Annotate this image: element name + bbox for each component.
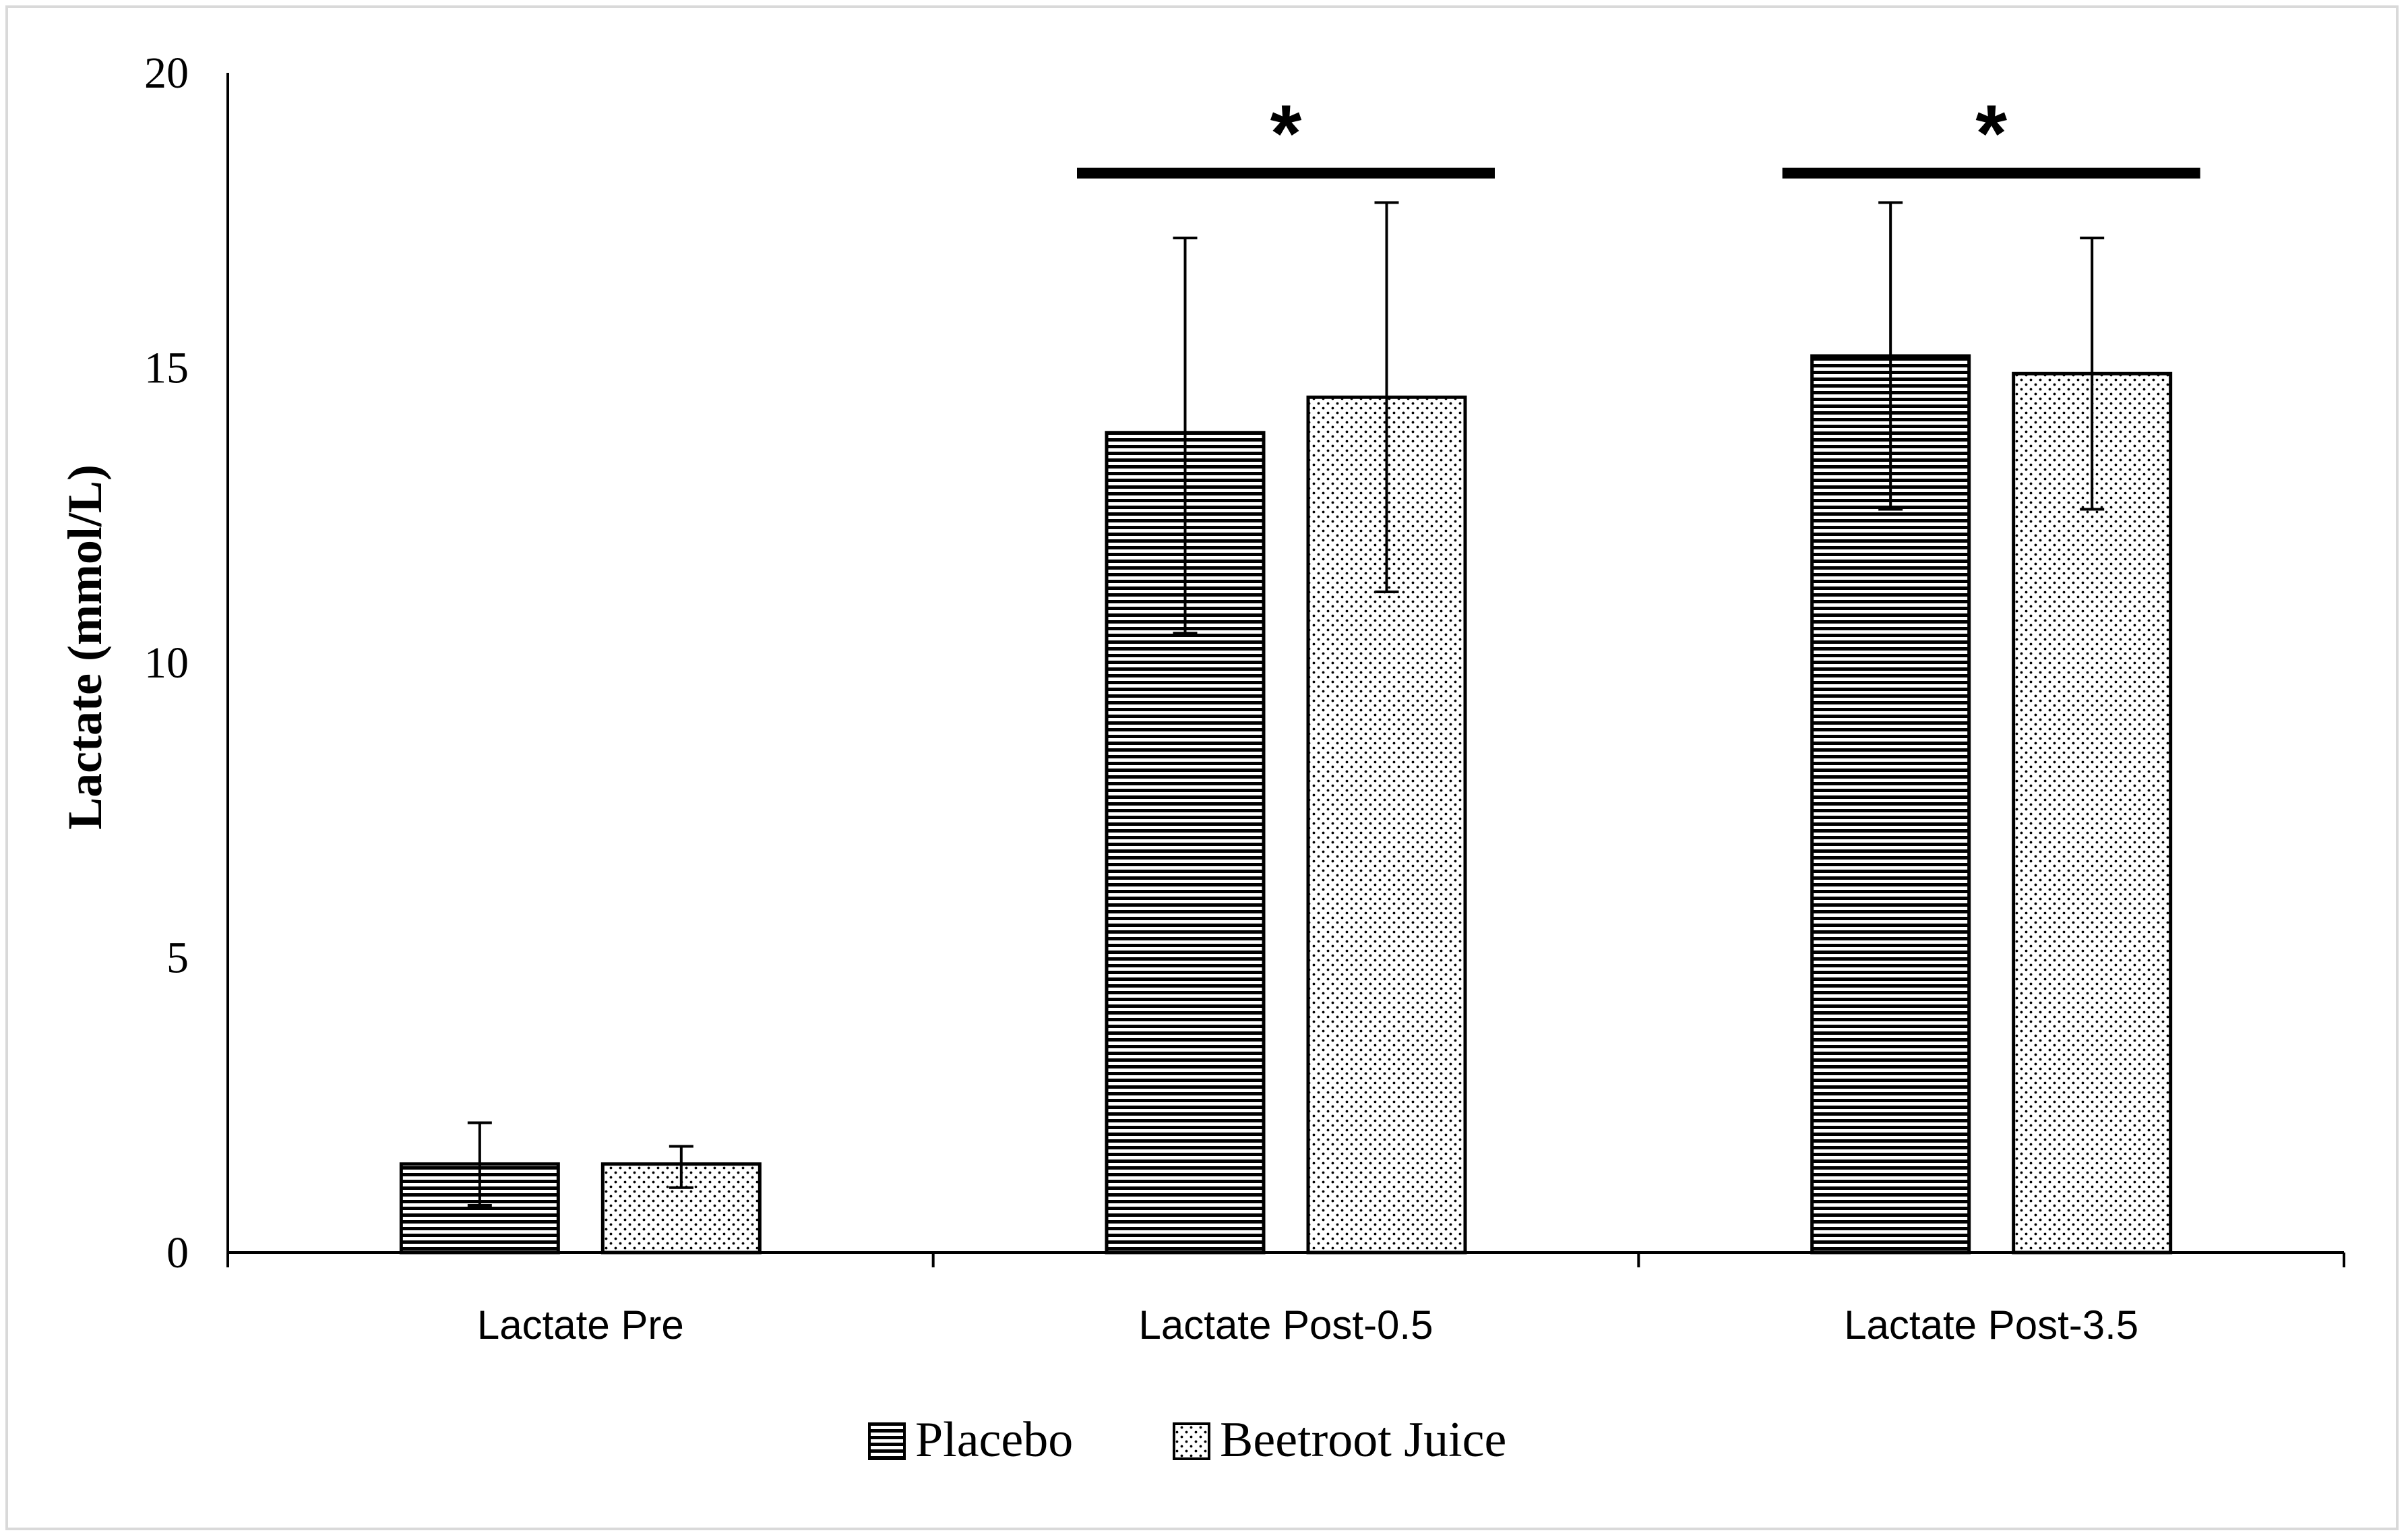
- y-axis: 0 5 10 15 20: [144, 49, 229, 1277]
- bars: [399, 354, 2173, 1255]
- category-label-1: Lactate Post-0.5: [1139, 1302, 1433, 1348]
- x-axis: Lactate Pre Lactate Post-0.5 Lactate Post-…: [226, 1251, 2345, 1348]
- bar-series1-cat2: [2012, 371, 2173, 1255]
- y-tick-label-3: 15: [144, 344, 189, 393]
- significance-markers: * *: [1077, 88, 2200, 179]
- legend-label-placebo: Placebo: [915, 1412, 1073, 1468]
- legend: Placebo Beetroot Juice: [868, 1412, 1506, 1468]
- legend-label-beetroot: Beetroot Juice: [1220, 1412, 1506, 1468]
- y-tick-label-1: 5: [166, 934, 189, 983]
- legend-swatch-beetroot: [1173, 1422, 1210, 1460]
- y-tick-label-4: 20: [144, 49, 189, 98]
- category-label-2: Lactate Post-3.5: [1844, 1302, 2138, 1348]
- error-bars: [467, 201, 2105, 1207]
- legend-swatch-placebo: [868, 1422, 906, 1460]
- significance-star-0: *: [1270, 88, 1302, 179]
- category-label-0: Lactate Pre: [477, 1302, 684, 1348]
- y-tick-label-2: 10: [144, 638, 189, 688]
- y-tick-label-0: 0: [166, 1228, 189, 1277]
- y-axis-label: Lactate (mmol/L): [58, 464, 112, 830]
- significance-star-1: *: [1975, 88, 2007, 179]
